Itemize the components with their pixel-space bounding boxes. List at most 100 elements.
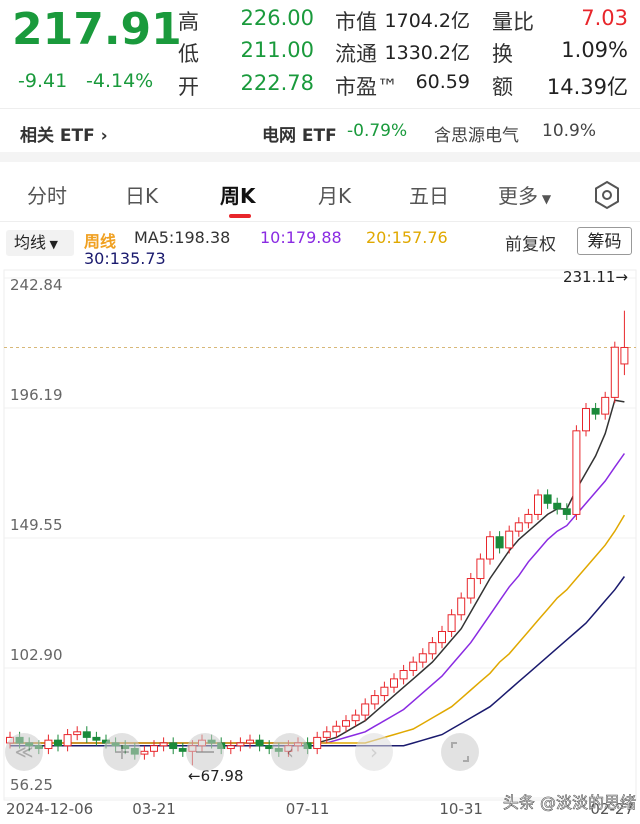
tab-active[interactable]: 周K (220, 184, 256, 208)
stat-label: 额 (492, 75, 513, 99)
candle-body (620, 346, 629, 365)
legend-entry: 30:135.73 (84, 249, 166, 268)
candle-body (140, 750, 149, 755)
control[interactable] (271, 733, 309, 771)
stat-label: 高 (178, 10, 199, 34)
candle-body (390, 678, 398, 688)
ma-line (10, 514, 626, 744)
legend-entry: MA5:198.38 (134, 228, 231, 247)
candle-body (380, 686, 389, 697)
control[interactable] (103, 733, 141, 771)
candle-body (466, 578, 475, 599)
stat-value: 14.39亿 (546, 75, 628, 99)
candle-body (543, 494, 552, 504)
etf-link[interactable]: 相关 ETF › (20, 126, 108, 146)
chips-button[interactable]: 筹码 (577, 227, 632, 255)
stat-label: 低 (178, 42, 199, 66)
candle-body (178, 748, 187, 752)
candle-body (447, 614, 456, 632)
candle-body (476, 558, 485, 580)
divider (0, 108, 640, 109)
candle-body (159, 742, 168, 747)
candle-body (428, 642, 437, 655)
etf-label: 相关 ETF (20, 126, 95, 146)
etf-name[interactable]: 电网 ETF (262, 126, 337, 146)
tab[interactable]: 分时 (27, 184, 67, 208)
stat-value: 211.00 (240, 38, 314, 62)
candle-body (246, 739, 254, 744)
candle-body (361, 703, 370, 716)
tab-indicator (229, 214, 251, 218)
candle-body (92, 736, 101, 741)
settings-icon[interactable] (592, 180, 622, 210)
adjust-button[interactable]: 前复权 (505, 235, 556, 255)
control[interactable] (5, 733, 43, 771)
change-pct: -4.14% (86, 70, 154, 92)
candle-body (44, 739, 53, 750)
control[interactable] (355, 733, 393, 771)
candle-body (332, 725, 341, 733)
svg-text:›: › (370, 740, 378, 764)
stat-value: 226.00 (240, 6, 314, 30)
tab[interactable]: 月K (318, 184, 352, 208)
stat-value: 7.03 (581, 6, 628, 30)
candle-body (236, 742, 245, 747)
candle-body (351, 714, 360, 722)
control[interactable] (441, 733, 479, 771)
tab[interactable]: 更多 ▼ (498, 184, 552, 208)
tab[interactable]: 五日 (409, 184, 449, 208)
media-controls: ≪ + ‹ › (5, 733, 479, 771)
candle-body (73, 731, 82, 736)
ma-select-label: 均线 (14, 233, 47, 252)
ma-select[interactable]: 均线 ▼ (6, 230, 74, 256)
candle-body (82, 731, 91, 738)
candle-body (418, 653, 427, 663)
stat-label: 市值 (335, 10, 377, 34)
candle-body (514, 522, 523, 532)
candle-body (524, 513, 533, 524)
y-tick-label: 56.25 (10, 776, 53, 794)
candle-body (63, 734, 72, 747)
candle-body (505, 530, 514, 549)
candle-body (54, 739, 62, 747)
candle-body (342, 720, 350, 727)
stat-value: 222.78 (240, 71, 314, 95)
y-tick-label: 242.84 (10, 276, 63, 294)
candle-body (322, 731, 331, 738)
svg-text:‹: ‹ (286, 740, 294, 764)
x-tick-label: 07-11 (286, 800, 330, 818)
tab-label: 更多 (498, 184, 538, 208)
ma-line (10, 453, 626, 744)
x-tick-label: 10-31 (439, 800, 483, 818)
stat-value: 1.09% (561, 38, 628, 62)
divider (0, 221, 640, 222)
y-tick-label: 102.90 (10, 646, 63, 664)
candle-body (255, 739, 264, 747)
candle-body (438, 630, 446, 644)
candle-body (313, 736, 322, 750)
candle-body (409, 661, 418, 672)
legend-entry: 20:157.76 (366, 228, 448, 247)
candle-body (169, 742, 178, 750)
candle-body (399, 670, 408, 680)
etf-change: -0.79% (347, 121, 408, 141)
stat-label: 量比 (492, 10, 534, 34)
candle-body (495, 536, 504, 549)
tab[interactable]: 日K (125, 184, 159, 208)
ma-line (10, 399, 625, 744)
x-tick-label: 02-27 (590, 800, 634, 818)
svg-text:≪: ≪ (15, 742, 34, 763)
stat-label: 市盈™ (335, 75, 398, 99)
candle-body (150, 745, 158, 752)
candle-body (572, 430, 581, 515)
stat-label: 开 (178, 75, 199, 99)
x-tick-label: 2024-12-06 (6, 800, 93, 818)
legend-entry: 10:179.88 (260, 228, 342, 247)
stat-label: 流通 (335, 42, 377, 66)
candle-body (486, 536, 494, 560)
ma-line (10, 576, 626, 747)
divider (0, 152, 640, 162)
y-tick-label: 196.19 (10, 386, 63, 404)
x-tick-label: 03-21 (132, 800, 176, 818)
